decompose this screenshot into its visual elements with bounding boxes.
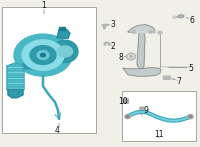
Circle shape bbox=[41, 53, 45, 57]
Polygon shape bbox=[7, 63, 24, 93]
Polygon shape bbox=[137, 31, 145, 69]
Circle shape bbox=[22, 40, 64, 70]
Bar bbox=[59, 27, 65, 30]
Bar bbox=[103, 25, 105, 28]
Text: 9: 9 bbox=[144, 106, 148, 115]
Text: 6: 6 bbox=[190, 16, 194, 25]
Circle shape bbox=[153, 31, 155, 33]
Polygon shape bbox=[131, 31, 153, 33]
Circle shape bbox=[188, 115, 193, 119]
Text: 2: 2 bbox=[111, 42, 115, 51]
Text: 11: 11 bbox=[154, 130, 164, 139]
Bar bbox=[2, 7, 96, 133]
Bar bbox=[102, 24, 107, 25]
Bar bbox=[122, 91, 196, 141]
FancyBboxPatch shape bbox=[163, 76, 170, 79]
Circle shape bbox=[57, 46, 73, 57]
Circle shape bbox=[130, 56, 132, 57]
Circle shape bbox=[125, 115, 130, 119]
Text: 1: 1 bbox=[42, 1, 46, 10]
Circle shape bbox=[30, 46, 56, 65]
Polygon shape bbox=[123, 68, 161, 76]
Polygon shape bbox=[57, 30, 70, 38]
FancyBboxPatch shape bbox=[23, 63, 41, 69]
Circle shape bbox=[189, 116, 192, 117]
Text: 4: 4 bbox=[55, 126, 59, 135]
Text: 7: 7 bbox=[177, 77, 181, 86]
Text: 10: 10 bbox=[118, 97, 128, 106]
Text: 3: 3 bbox=[111, 20, 115, 29]
Polygon shape bbox=[128, 25, 155, 33]
Text: 8: 8 bbox=[119, 53, 123, 62]
Ellipse shape bbox=[173, 16, 177, 18]
Circle shape bbox=[37, 51, 49, 59]
Circle shape bbox=[158, 31, 162, 34]
Polygon shape bbox=[8, 89, 23, 98]
Text: 5: 5 bbox=[189, 64, 193, 73]
Ellipse shape bbox=[52, 40, 78, 63]
Circle shape bbox=[14, 34, 72, 76]
Circle shape bbox=[126, 116, 129, 117]
Polygon shape bbox=[177, 15, 184, 18]
Ellipse shape bbox=[140, 107, 144, 109]
FancyBboxPatch shape bbox=[124, 99, 128, 103]
